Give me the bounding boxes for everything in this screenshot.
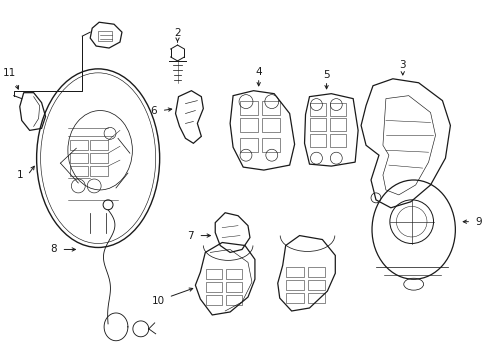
Bar bbox=[262, 118, 280, 132]
Bar bbox=[262, 100, 280, 114]
Bar bbox=[206, 282, 222, 292]
Bar bbox=[71, 153, 88, 163]
Bar bbox=[90, 166, 108, 176]
Bar bbox=[206, 269, 222, 279]
Bar bbox=[71, 140, 88, 150]
Bar bbox=[90, 153, 108, 163]
Bar bbox=[286, 267, 303, 277]
Bar bbox=[262, 138, 280, 152]
Bar bbox=[330, 103, 346, 116]
Bar bbox=[311, 118, 326, 131]
Bar bbox=[240, 138, 258, 152]
Text: 11: 11 bbox=[3, 68, 17, 78]
Bar bbox=[71, 166, 88, 176]
Bar bbox=[330, 118, 346, 131]
Bar bbox=[311, 103, 326, 116]
Bar bbox=[286, 293, 303, 303]
Text: 4: 4 bbox=[255, 67, 262, 77]
Bar bbox=[98, 31, 112, 41]
Bar bbox=[308, 280, 325, 290]
Bar bbox=[206, 295, 222, 305]
Bar bbox=[226, 282, 242, 292]
Text: 6: 6 bbox=[150, 105, 157, 116]
Bar bbox=[240, 118, 258, 132]
Text: 10: 10 bbox=[152, 296, 165, 306]
Bar bbox=[308, 267, 325, 277]
Text: 5: 5 bbox=[323, 70, 330, 80]
Bar bbox=[308, 293, 325, 303]
Text: 9: 9 bbox=[476, 217, 483, 227]
Text: 8: 8 bbox=[50, 244, 57, 255]
Bar bbox=[330, 134, 346, 147]
Bar bbox=[286, 280, 303, 290]
Bar bbox=[226, 295, 242, 305]
Text: 1: 1 bbox=[17, 170, 23, 180]
Text: 2: 2 bbox=[174, 28, 181, 38]
Text: 3: 3 bbox=[399, 60, 406, 70]
Bar bbox=[311, 134, 326, 147]
Text: 7: 7 bbox=[187, 230, 194, 240]
Bar bbox=[240, 100, 258, 114]
Bar bbox=[90, 140, 108, 150]
Bar bbox=[226, 269, 242, 279]
